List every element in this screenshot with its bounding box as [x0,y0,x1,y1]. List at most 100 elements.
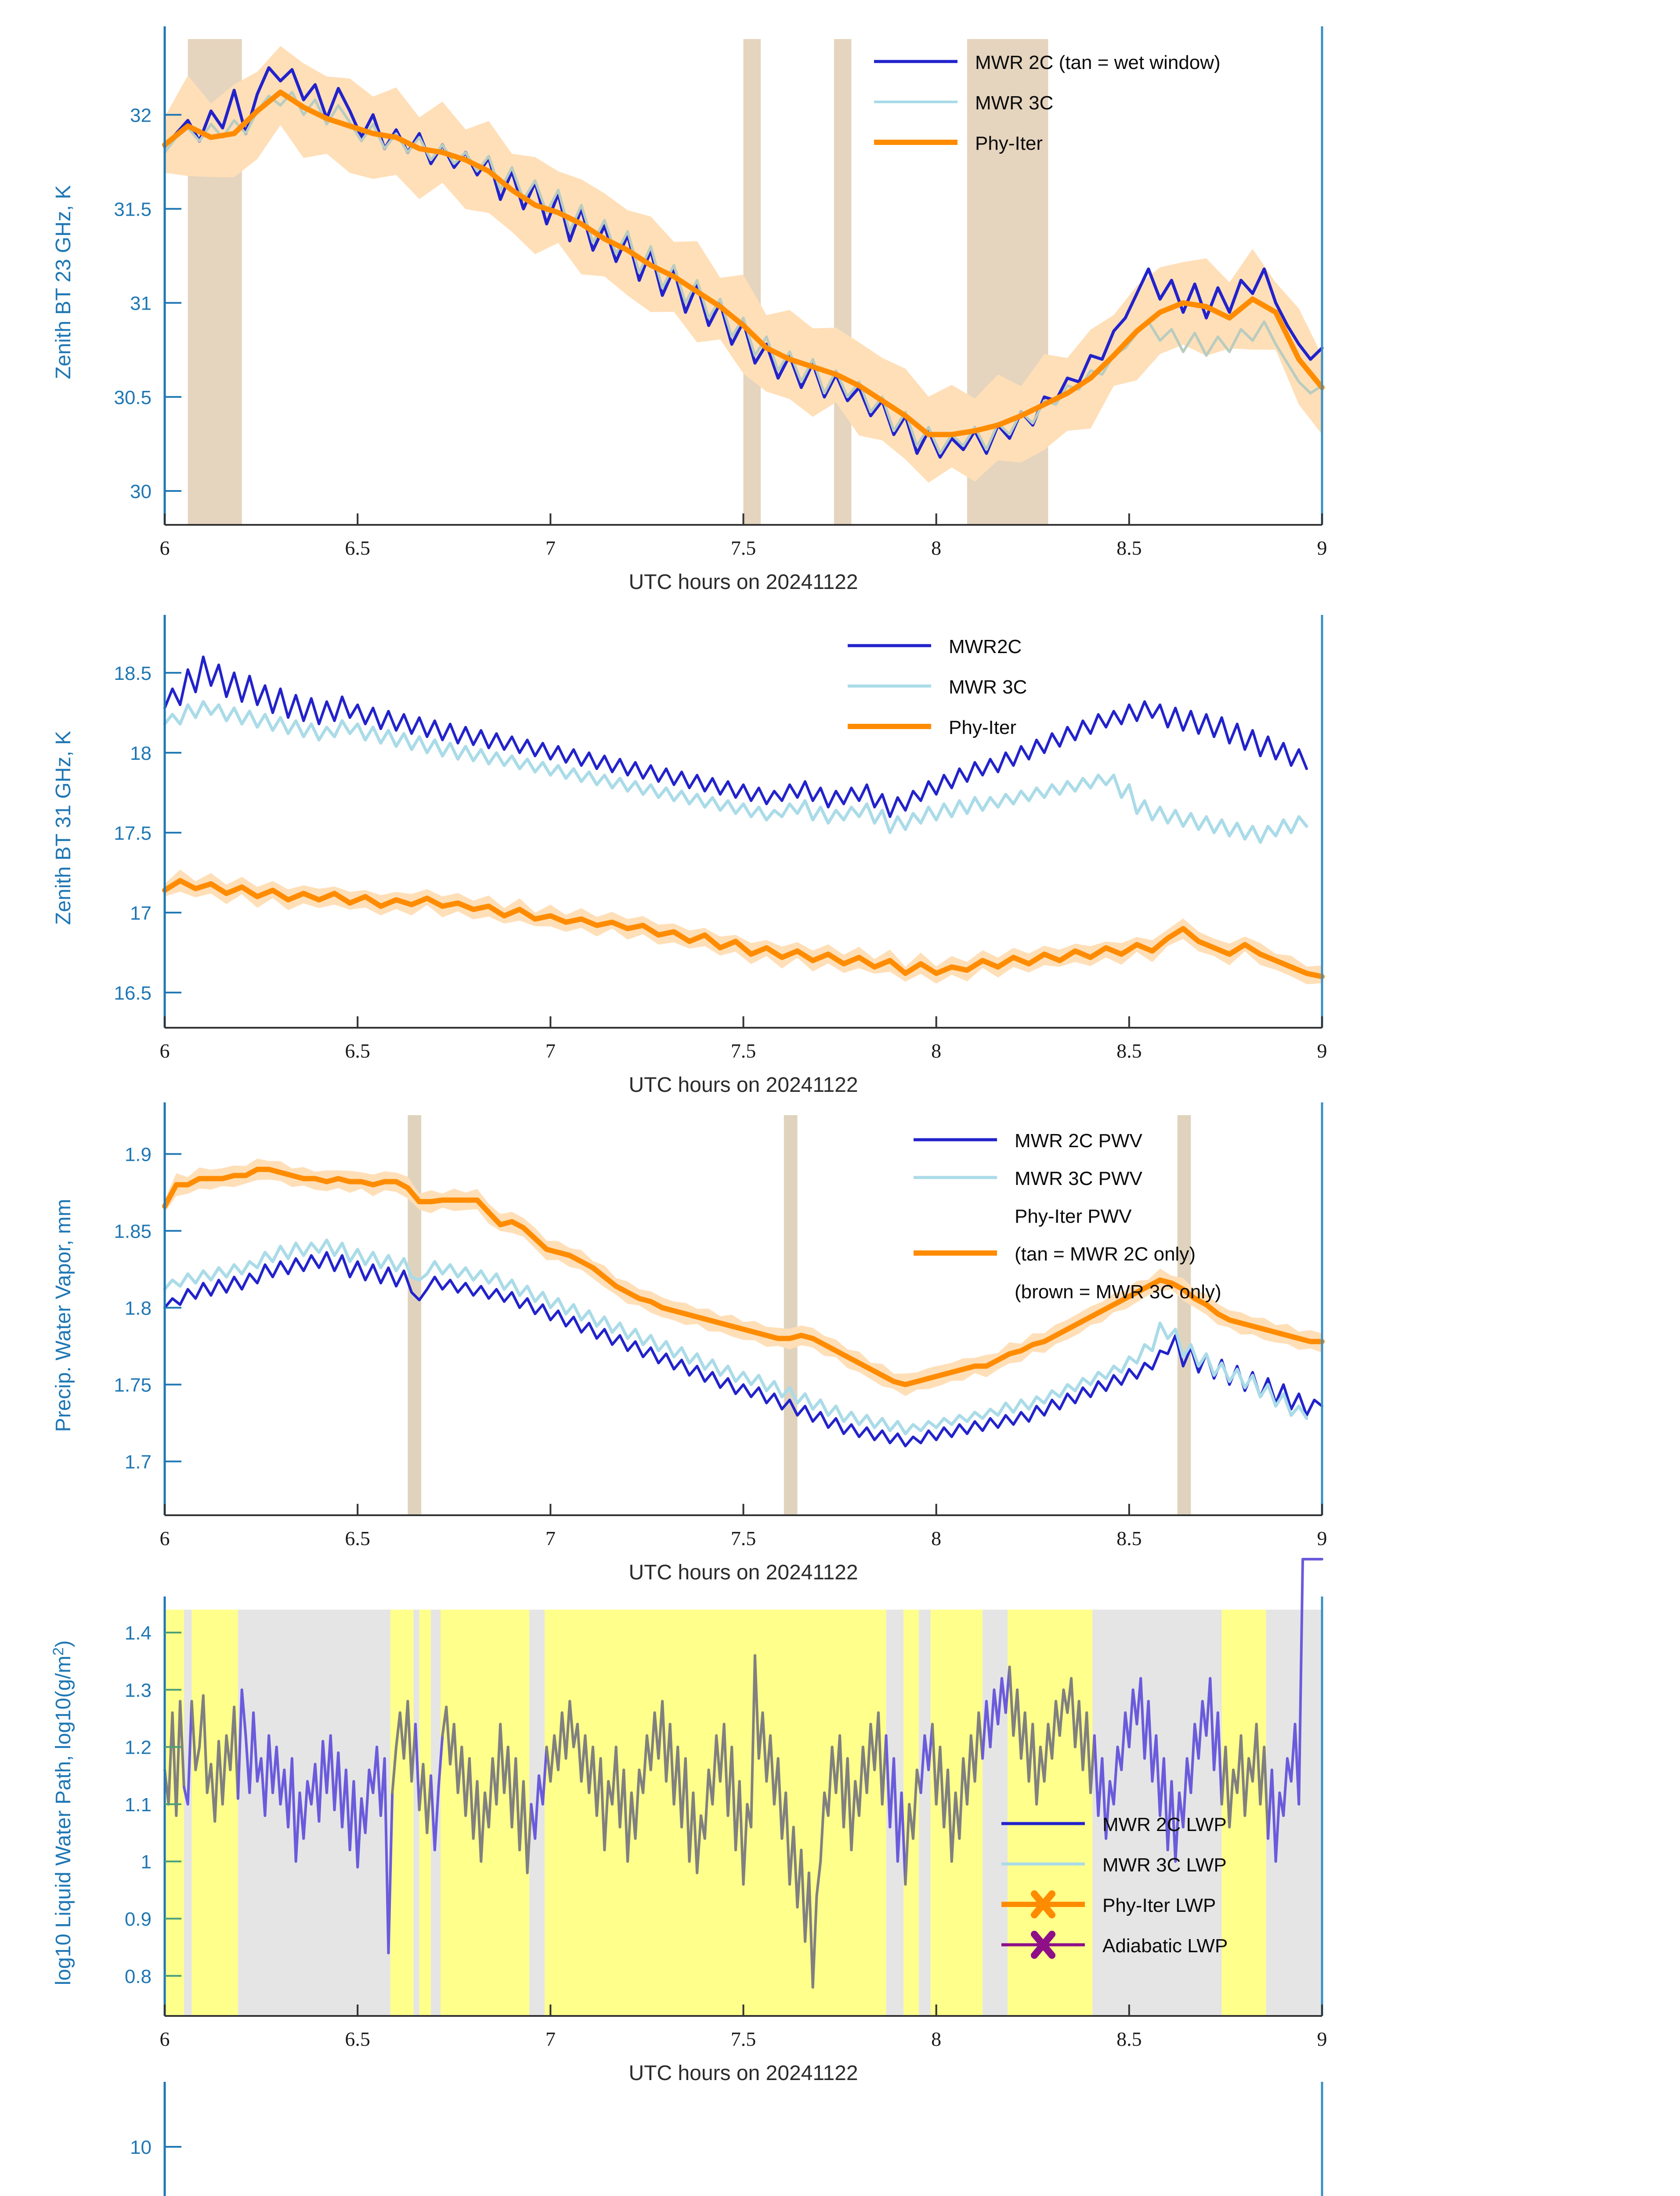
y-axis-title: log10 Liquid Water Path, log10(g/m2) [50,1640,75,1986]
legend-label: MWR 2C (tan = wet window) [975,52,1221,73]
legend-label: MWR 2C PWV [1015,1130,1143,1152]
lwp-trace-segment [738,1780,745,1886]
panel1-svg: 30 30.5 31 31.5 32 6 6.5 7 7.5 8 8.5 9 UTC hours on … [52,26,1327,594]
lwp-trace-segment [626,1791,633,1863]
lwp-trace-segment [460,1745,467,1817]
lwp-trace-segment [989,1688,996,1748]
phy-iter-uncertainty-band [165,1158,1322,1396]
y-tick-label: 0.8 [125,1966,152,1987]
lwp-trace-segment [1139,1677,1146,1760]
lwp-trace-segment [1216,1711,1223,1806]
lwp-trace-segment [541,1745,548,1806]
x-tick-label: 7.5 [731,2028,756,2050]
lwp-trace-segment [1105,1780,1111,1840]
lwp-trace-segment [1297,1558,1304,1806]
panel2-data [162,655,1325,984]
legend-x-marker [1031,1890,1055,1918]
lwp-trace-segment [642,1734,648,1794]
y-tick-label: 18 [130,743,152,764]
lwp-trace-segment [1035,1745,1042,1806]
lwp-trace-segment [1051,1700,1057,1760]
lwp-trace-segment [973,1711,980,1783]
x-tick-label: 9 [1317,2028,1327,2050]
background-band [1092,1610,1222,2016]
x-tick-label: 6 [160,537,170,559]
x-axis-title: UTC hours on 20241122 [629,571,858,594]
panel4-svg: 0.8 0.9 1 1.1 1.2 1.3 1.4 6 6.5 7 7.5 8 8.5 9 UTC hour… [50,1558,1327,2085]
x-tick-label: 8 [931,2028,941,2050]
lwp-trace-segment [487,1757,494,1829]
lwp-trace-segment [1077,1700,1084,1771]
x-tick-label: 9 [1317,1527,1327,1549]
lwp-trace-segment [815,1860,822,1897]
lwp-trace-segment [1224,1745,1231,1829]
lwp-trace-segment [194,1745,201,1771]
lwp-trace-segment [213,1740,220,1823]
lwp-trace-segment [1016,1688,1022,1760]
lwp-trace-segment [1147,1700,1154,1783]
lwp-trace-segment [430,1774,436,1852]
x-tick-label: 6.5 [345,2028,370,2050]
legend-label: MWR 3C [975,92,1053,114]
x-tick-label: 7 [546,537,556,559]
lwp-trace-segment [318,1740,325,1823]
wet-window-span [784,1115,798,1516]
lwp-trace-segment [1155,1734,1162,1817]
panel2-legend[interactable]: MWR2C MWR 3C Phy-Iter [848,636,1027,738]
y-axis-title: Zenith BT 31 GHz, K [52,731,75,925]
lwp-trace-segment [807,1871,814,1989]
panel3-legend[interactable]: MWR 2C PWV MWR 3C PWV Phy-Iter PWV (tan = M… [914,1130,1221,1303]
panel4-legend[interactable]: MWR 2C LWP MWR 3C LWP Phy-Iter LWP Adiabati… [1001,1814,1228,1959]
lwp-trace-segment [696,1814,702,1875]
series-phy-iter [162,878,1325,979]
lwp-trace-segment [622,1768,629,1863]
lwp-trace-segment [1170,1780,1177,1863]
lwp-trace-segment [383,1757,390,1954]
lwp-trace-segment [1008,1665,1015,1737]
lwp-trace-segment [556,1711,564,1771]
background-band [413,1610,419,2016]
lwp-trace-segment [240,1688,247,1737]
x-tick-label: 7 [546,2028,556,2050]
lwp-trace-segment [981,1700,988,1760]
lwp-trace-segment [919,1734,926,1794]
lwp-trace-segment [877,1711,884,1806]
y-tick-label: 16.5 [114,982,152,1004]
lwp-trace-segment [711,1734,718,1806]
lwp-trace-segment [603,1780,610,1852]
y-tick-label: 31 [130,293,152,314]
y-tick-label: 32 [130,105,152,126]
legend-label: MWR 2C LWP [1102,1814,1227,1835]
lwp-trace-segment [811,1894,818,1989]
lwp-trace-segment [1162,1757,1169,1852]
lwp-trace-segment [179,1700,185,1788]
lwp-trace-segment [356,1797,363,1869]
legend-label: MWR 3C PWV [1015,1168,1143,1189]
lwp-trace-segment [904,1802,911,1886]
lwp-trace-segment [1174,1791,1181,1863]
panel4-axes: 0.8 0.9 1 1.1 1.2 1.3 1.4 6 6.5 7 7.5 8 8.5 9 UTC hour… [50,1596,1327,2085]
y-tick-label: 0.9 [125,1909,152,1930]
lwp-trace-segment [777,1757,784,1840]
lwp-trace-segment [947,1768,953,1863]
panel1-legend[interactable]: MWR 2C (tan = wet window) MWR 3C Phy-Iter [874,52,1221,154]
lwp-trace-segment [684,1757,691,1863]
y-tick-label: 17 [130,903,152,924]
legend-label: (brown = MWR 3C only) [1015,1281,1221,1303]
lwp-trace-segment [591,1745,598,1817]
lwp-trace-segment [750,1654,756,1829]
lwp-trace-segment [1120,1711,1127,1771]
y-tick-label: 30 [130,481,152,502]
legend-label: MWR 3C LWP [1102,1854,1227,1876]
y-tick-label: 1.7 [125,1452,152,1473]
series-mwr-3c [163,700,1308,844]
y-tick-label: 1.2 [125,1737,152,1759]
lwp-trace-segment [522,1780,529,1875]
lwp-trace-segment [202,1694,209,1794]
lwp-trace-segment [865,1723,872,1794]
lwp-trace-segment [221,1734,228,1806]
lwp-trace-segment [1093,1734,1100,1817]
lwp-trace-segment [846,1757,853,1852]
